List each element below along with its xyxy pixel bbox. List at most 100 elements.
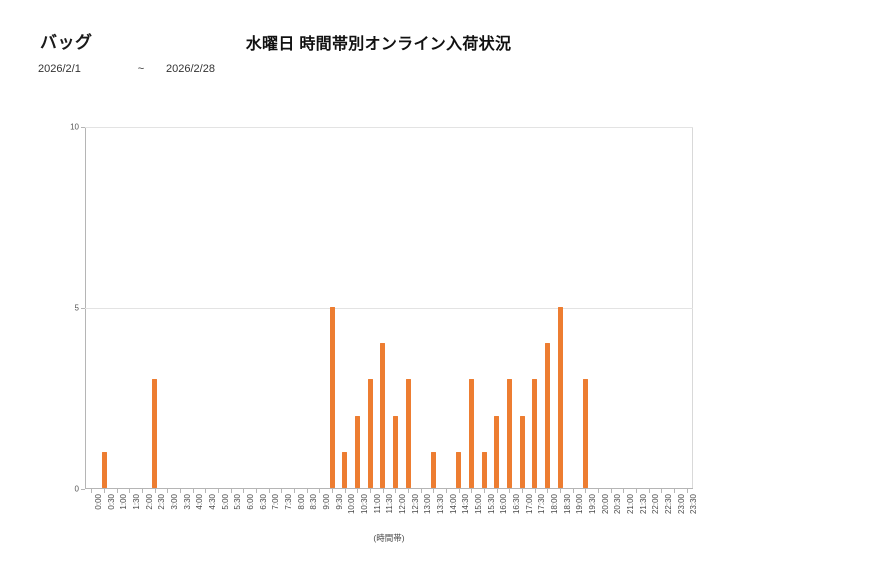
x-axis-tick-label: 9:30	[334, 494, 344, 510]
bar	[342, 451, 348, 488]
x-axis-tick-label: 9:00	[321, 494, 331, 510]
x-axis-tick-mark	[281, 489, 283, 493]
x-axis-tick-label: 16:30	[511, 494, 521, 515]
x-axis-tick-label: 11:30	[385, 494, 395, 514]
y-axis-tick-label: 0	[74, 484, 79, 494]
category-title: バッグ	[40, 33, 93, 52]
x-axis-labels: 0:00 0:30 1:00 1:30 2:00 2:30 3:00 3:30 4:00 4:30…	[85, 494, 698, 534]
x-axis-tick-mark	[484, 489, 485, 493]
chart-plot	[85, 127, 693, 489]
x-axis-tick-mark	[344, 489, 346, 493]
x-axis-tick-label: 18:30	[562, 494, 572, 515]
bar	[456, 451, 462, 488]
x-axis-tick-label: 19:00	[575, 494, 585, 515]
page-title: 水曜日 時間帯別オンライン入荷状況	[0, 30, 877, 54]
x-axis-tick-label: 22:30	[663, 494, 673, 515]
x-axis-tick-label: 6:00	[245, 494, 255, 510]
x-axis-tick-mark	[471, 489, 473, 493]
x-axis-tick-mark	[218, 489, 219, 493]
x-axis-tick-mark	[395, 489, 397, 493]
bar	[430, 451, 436, 488]
bar	[481, 451, 487, 488]
x-axis-tick-label: 5:00	[220, 494, 230, 510]
x-axis-tick-label: 7:30	[283, 494, 293, 510]
x-axis-tick-label: 1:00	[119, 494, 129, 510]
x-axis-tick-mark	[458, 489, 460, 493]
y-axis-tick-label: 5	[74, 303, 79, 313]
page-title-text: 水曜日 時間帯別オンライン入荷状況	[245, 36, 512, 53]
x-axis-tick-label: 3:30	[182, 494, 192, 510]
x-axis-tick-label: 11:00	[372, 494, 382, 514]
y-axis-tick-label: 10	[70, 122, 79, 132]
x-axis-tick-mark	[420, 489, 422, 493]
x-axis-tick-mark	[319, 489, 321, 493]
date-separator: ~	[137, 63, 145, 75]
x-axis-title: (時間帯)	[373, 533, 405, 543]
x-axis-tick-mark	[167, 489, 169, 493]
bar	[380, 343, 386, 488]
bar	[329, 307, 335, 488]
date-range: 2026/2/1 ~ 2026/2/28	[38, 63, 215, 75]
x-axis-tick-mark	[230, 489, 232, 493]
bar	[557, 307, 563, 488]
x-axis-tick-mark	[129, 489, 131, 493]
x-axis-tick-mark	[509, 489, 511, 493]
x-axis-tick-mark	[294, 489, 295, 493]
x-axis-tick-label: 12:30	[410, 494, 420, 515]
x-axis-tick-label: 14:30	[461, 494, 471, 515]
x-axis-tick-mark	[91, 489, 93, 493]
x-axis-tick-mark	[116, 489, 118, 493]
x-axis-tick-label: 23:30	[689, 494, 699, 515]
x-axis-tick-label: 0:30	[106, 494, 116, 510]
x-axis-tick-mark	[408, 489, 409, 493]
bar	[101, 451, 107, 488]
x-axis-tick-label: 0:00	[93, 494, 103, 510]
bar	[544, 343, 550, 488]
x-axis-tick-label: 21:30	[638, 494, 648, 515]
x-axis-tick-label: 8:00	[296, 494, 306, 510]
x-axis-tick-mark	[534, 489, 536, 493]
x-axis-tick-mark	[585, 489, 587, 493]
y-axis-tick-mark	[81, 308, 85, 309]
x-axis-tick-label: 14:00	[448, 494, 458, 515]
x-axis-tick-mark	[648, 489, 650, 493]
x-axis-tick-label: 23:00	[676, 494, 686, 515]
x-axis-tick-mark	[256, 489, 257, 493]
x-axis-tick-mark	[357, 489, 359, 493]
bar	[582, 379, 588, 488]
y-axis-tick-mark	[81, 489, 85, 490]
x-axis-tick-mark	[382, 489, 384, 493]
x-axis-tick-mark	[332, 489, 333, 493]
bar	[468, 379, 474, 488]
x-axis-tick-label: 10:30	[359, 494, 369, 515]
x-axis-tick-label: 5:30	[233, 494, 243, 510]
x-axis-tick-label: 6:30	[258, 494, 268, 510]
x-axis-tick-label: 21:00	[625, 494, 635, 515]
x-axis-tick-mark	[142, 489, 143, 493]
date-to: 2026/2/28	[166, 63, 215, 75]
x-axis-tick-label: 13:00	[423, 494, 433, 515]
date-from: 2026/2/1	[38, 63, 81, 75]
x-axis-tick-label: 12:00	[397, 494, 407, 515]
x-axis-tick-mark	[661, 489, 663, 493]
x-axis-tick-label: 2:00	[144, 494, 154, 510]
bar-series	[85, 127, 693, 489]
x-axis	[85, 488, 693, 489]
x-axis-tick-label: 15:00	[473, 494, 483, 515]
x-axis-tick-mark	[686, 489, 688, 493]
x-axis-tick-mark	[243, 489, 245, 493]
x-axis-tick-label: 2:30	[157, 494, 167, 510]
x-axis-tick-mark	[192, 489, 194, 493]
x-axis-tick-mark	[496, 489, 498, 493]
x-axis-tick-label: 19:30	[587, 494, 597, 515]
x-axis-tick-mark	[623, 489, 625, 493]
x-axis-tick-mark	[446, 489, 447, 493]
x-axis-tick-label: 22:00	[651, 494, 661, 515]
bar	[367, 379, 373, 488]
bar	[354, 415, 360, 488]
x-axis-tick-label: 20:30	[613, 494, 623, 515]
x-axis-tick-label: 4:30	[207, 494, 217, 510]
x-axis-tick-mark	[560, 489, 561, 493]
bar	[519, 415, 525, 488]
